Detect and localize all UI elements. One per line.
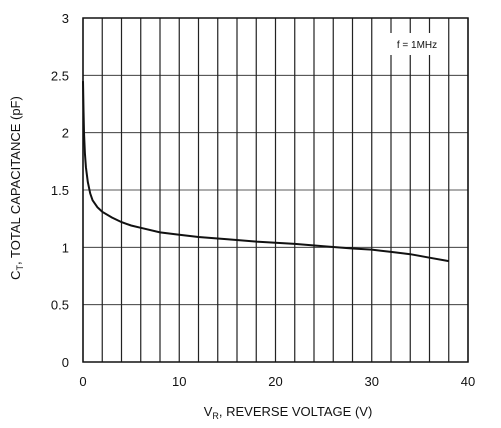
x-tick-label: 30 (365, 374, 379, 389)
y-tick-label: 1 (62, 240, 69, 255)
x-axis-label-sub: R (212, 411, 219, 421)
x-axis-label-main: V (204, 404, 213, 419)
y-tick-label: 0.5 (51, 298, 69, 313)
plot-frame (82, 17, 469, 363)
series-curve (82, 81, 449, 263)
grid-lines (82, 17, 469, 363)
x-tick-label: 10 (172, 374, 186, 389)
y-tick-label: 0 (62, 355, 69, 370)
y-tick-labels: 0 0.5 1 1.5 2 2.5 3 (51, 11, 69, 370)
y-tick-label: 2 (62, 126, 69, 141)
y-tick-label: 2.5 (51, 68, 69, 83)
y-tick-label: 1.5 (51, 183, 69, 198)
y-tick-label: 3 (62, 11, 69, 26)
x-tick-label: 0 (79, 374, 86, 389)
x-tick-label: 20 (268, 374, 282, 389)
y-axis-label: CT, TOTAL CAPACITANCE (pF) (8, 96, 25, 280)
x-tick-label: 40 (461, 374, 475, 389)
annotation-box (389, 33, 445, 55)
y-axis-label-sub: T (15, 264, 25, 270)
x-axis-label-rest: , REVERSE VOLTAGE (V) (219, 404, 372, 419)
x-tick-labels: 0 10 20 30 40 (79, 374, 475, 389)
y-axis-label-main: C (8, 270, 23, 279)
x-axis-label: VR, REVERSE VOLTAGE (V) (204, 404, 373, 421)
y-axis-label-rest: , TOTAL CAPACITANCE (pF) (8, 96, 23, 265)
frequency-annotation: f = 1MHz (397, 40, 437, 51)
